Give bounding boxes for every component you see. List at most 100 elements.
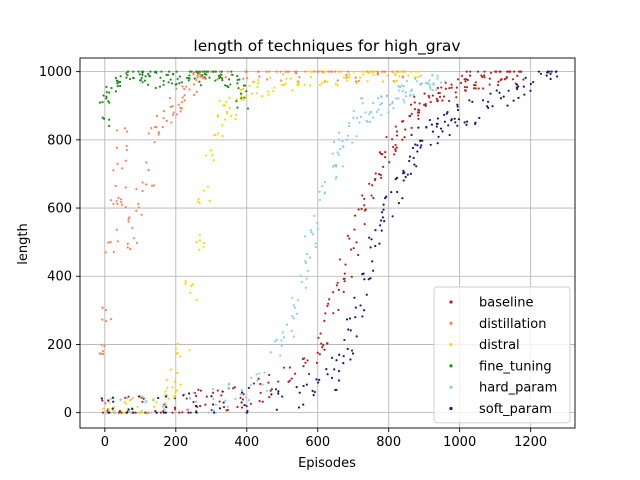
data-point (164, 404, 167, 407)
data-point (315, 361, 318, 364)
data-point (448, 99, 451, 103)
data-point (486, 105, 489, 108)
data-point (198, 73, 201, 76)
data-point (282, 366, 286, 369)
data-point (333, 164, 336, 167)
data-point (377, 108, 380, 111)
data-point (165, 119, 168, 122)
data-point (359, 304, 362, 307)
data-point (345, 73, 348, 77)
data-point (546, 70, 549, 73)
data-point (269, 389, 272, 392)
data-point (402, 120, 405, 123)
data-point (354, 316, 357, 319)
data-point (150, 184, 154, 187)
data-point (107, 100, 110, 103)
data-point (342, 76, 346, 79)
legend-label: distillation (479, 317, 546, 332)
data-point (155, 411, 158, 414)
data-point (114, 76, 117, 80)
data-point (320, 342, 323, 345)
data-point (183, 94, 186, 97)
data-point (309, 76, 313, 79)
data-point (314, 245, 317, 249)
data-point (155, 401, 158, 404)
data-point (403, 136, 406, 139)
data-point (323, 348, 326, 351)
data-point (157, 131, 160, 134)
data-point (259, 382, 262, 386)
data-point (129, 247, 132, 251)
data-point (348, 237, 351, 240)
data-point (296, 80, 299, 83)
data-point (372, 196, 375, 200)
data-point (143, 79, 147, 82)
data-point (480, 74, 483, 77)
data-point (347, 70, 350, 73)
data-point (207, 411, 210, 414)
data-point (100, 343, 103, 346)
data-point (196, 71, 199, 75)
data-point (337, 370, 341, 373)
data-point (368, 182, 371, 185)
data-point (440, 86, 443, 89)
data-point (380, 102, 383, 105)
data-point (248, 84, 251, 87)
data-point (281, 73, 285, 76)
data-point (245, 94, 248, 97)
data-point (307, 372, 311, 376)
data-point (194, 404, 198, 408)
data-point (400, 84, 403, 87)
data-point (221, 124, 224, 127)
data-point (162, 117, 165, 120)
data-point (473, 122, 477, 125)
data-point (123, 400, 126, 403)
data-point (279, 70, 282, 73)
data-point (436, 142, 439, 145)
data-point (439, 127, 443, 130)
data-point (171, 386, 174, 389)
data-point (396, 190, 399, 194)
data-point (359, 115, 363, 118)
data-point (395, 146, 398, 149)
data-point (225, 409, 228, 412)
data-point (222, 406, 226, 409)
data-point (179, 110, 182, 113)
data-point (162, 83, 165, 86)
series-soft_param (100, 70, 559, 414)
data-point (385, 94, 389, 97)
data-point (338, 138, 341, 141)
data-point (395, 130, 399, 133)
data-point (457, 118, 460, 121)
data-point (345, 138, 348, 141)
data-point (204, 154, 208, 157)
data-point (505, 76, 508, 79)
data-point (236, 405, 239, 409)
data-point (119, 75, 122, 78)
data-point (321, 185, 324, 188)
data-point (328, 298, 331, 301)
legend-label: hard_param (479, 381, 557, 396)
data-point (300, 281, 304, 284)
data-point (448, 87, 451, 90)
data-point (195, 410, 198, 413)
data-point (155, 71, 158, 74)
data-point (302, 384, 305, 388)
data-point (257, 79, 260, 82)
data-point (363, 209, 366, 212)
data-point (258, 400, 261, 403)
data-point (221, 79, 224, 82)
data-point (357, 79, 360, 83)
data-point (269, 351, 272, 354)
data-point (147, 132, 150, 135)
data-point (516, 74, 519, 77)
chart-title: length of techniques for high_grav (193, 37, 460, 56)
data-point (188, 70, 192, 73)
data-point (268, 373, 271, 377)
data-point (188, 349, 191, 352)
data-point (417, 117, 420, 120)
data-point (368, 112, 371, 116)
data-point (348, 122, 351, 125)
data-point (258, 372, 261, 375)
data-point (162, 405, 165, 408)
